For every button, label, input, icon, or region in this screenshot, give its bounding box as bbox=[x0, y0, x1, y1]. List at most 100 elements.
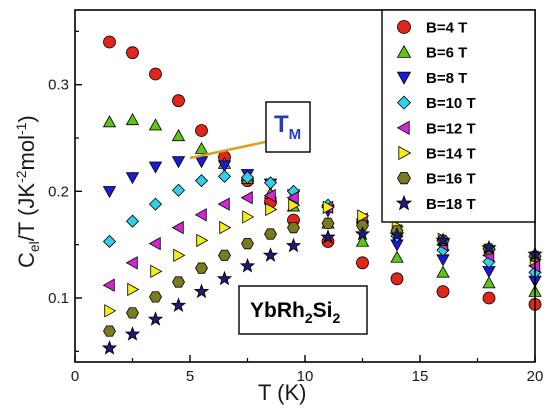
legend-marker bbox=[398, 145, 412, 161]
data-point bbox=[482, 291, 496, 305]
data-point bbox=[390, 272, 404, 286]
legend-box bbox=[381, 9, 536, 223]
data-point bbox=[172, 276, 185, 288]
data-point bbox=[193, 283, 210, 299]
data-point bbox=[171, 183, 186, 197]
compound-p2: Si bbox=[313, 299, 333, 322]
y-title-el: el bbox=[26, 241, 42, 252]
data-point bbox=[481, 239, 497, 255]
data-point bbox=[124, 326, 141, 341]
y-title-close: ) bbox=[14, 115, 39, 122]
legend-marker bbox=[397, 20, 411, 34]
legend-label: B=6 T bbox=[426, 45, 467, 62]
data-point bbox=[171, 129, 186, 142]
data-point bbox=[389, 227, 405, 242]
data-point bbox=[102, 234, 117, 249]
data-point bbox=[321, 217, 335, 229]
data-point bbox=[218, 249, 231, 261]
data-point bbox=[216, 270, 233, 286]
data-point bbox=[125, 214, 140, 228]
x-tick-label: 20 bbox=[527, 368, 544, 385]
x-axis-title: T (K) bbox=[258, 380, 306, 405]
data-point bbox=[217, 197, 230, 211]
y-axis-title: Cel/T (JK-2mol-1) bbox=[13, 115, 42, 268]
data-point bbox=[101, 340, 118, 355]
data-point bbox=[265, 202, 278, 217]
data-point bbox=[148, 161, 163, 174]
tm-label-main: T bbox=[274, 111, 289, 138]
data-point bbox=[102, 186, 117, 199]
legend-label: B=8 T bbox=[426, 70, 467, 87]
data-point bbox=[288, 198, 301, 212]
tm-label: TM bbox=[274, 111, 301, 143]
data-point bbox=[150, 264, 163, 279]
y-tick-label: 0.2 bbox=[48, 183, 69, 200]
data-point bbox=[125, 113, 140, 126]
y-title-mol: mol bbox=[14, 135, 39, 170]
data-point bbox=[435, 232, 451, 247]
data-point bbox=[242, 210, 255, 224]
data-point bbox=[322, 200, 335, 215]
data-point bbox=[102, 278, 115, 292]
data-point bbox=[171, 220, 184, 235]
data-point bbox=[356, 256, 369, 270]
data-point bbox=[217, 169, 232, 183]
y-title-sup2: -1 bbox=[13, 122, 29, 135]
data-point bbox=[320, 229, 336, 244]
y-title-unit: /T (JK bbox=[14, 183, 39, 242]
legend-label: B=18 T bbox=[426, 196, 476, 213]
data-point bbox=[436, 265, 450, 278]
data-point bbox=[287, 221, 300, 234]
legend-label: B=10 T bbox=[426, 95, 476, 112]
tm-label-box bbox=[265, 101, 311, 153]
data-point bbox=[239, 257, 256, 273]
data-point bbox=[194, 141, 209, 154]
data-point bbox=[173, 248, 186, 263]
compound-label-box bbox=[238, 285, 368, 335]
data-point bbox=[102, 115, 117, 128]
data-point bbox=[263, 188, 276, 203]
x-tick-label: 15 bbox=[412, 368, 429, 385]
data-point bbox=[149, 67, 162, 81]
data-point bbox=[356, 219, 369, 232]
axis-ticks: 0 5 10 15 20 0.1 0.2 0.3 bbox=[48, 30, 544, 385]
data-point bbox=[149, 291, 162, 303]
data-point bbox=[127, 282, 140, 297]
tm-arrow bbox=[189, 139, 271, 160]
data-point bbox=[357, 209, 370, 223]
data-point bbox=[148, 197, 163, 211]
data-point bbox=[148, 118, 163, 131]
legend-marker bbox=[396, 120, 410, 135]
data-point bbox=[263, 176, 278, 190]
data-point bbox=[354, 225, 371, 241]
data-point bbox=[286, 191, 299, 205]
y-title-sup1: -2 bbox=[13, 170, 29, 183]
y-title-c: C bbox=[14, 252, 39, 268]
data-point bbox=[195, 124, 208, 137]
legend-marker bbox=[396, 44, 412, 58]
data-point bbox=[262, 247, 279, 262]
data-point bbox=[103, 325, 116, 337]
data-point bbox=[125, 256, 138, 270]
compound-p1: YbRh bbox=[250, 299, 305, 322]
legend-label: B=16 T bbox=[426, 171, 476, 188]
data-point bbox=[171, 156, 186, 169]
data-point bbox=[285, 237, 302, 253]
data-point bbox=[217, 160, 232, 173]
data-point bbox=[195, 262, 208, 274]
data-point bbox=[355, 234, 370, 247]
data-marks bbox=[101, 35, 543, 355]
data-point bbox=[436, 285, 450, 299]
data-point bbox=[103, 35, 116, 49]
legend-marker bbox=[396, 71, 412, 85]
data-point bbox=[196, 233, 209, 248]
data-point bbox=[390, 250, 404, 263]
x-tick-label: 10 bbox=[297, 368, 314, 385]
legend-marker bbox=[395, 194, 413, 211]
data-point bbox=[125, 172, 140, 185]
compound-s1: 2 bbox=[305, 310, 313, 326]
data-point bbox=[104, 304, 117, 318]
data-point bbox=[219, 220, 232, 235]
compound-label: YbRh2Si2 bbox=[250, 299, 340, 326]
